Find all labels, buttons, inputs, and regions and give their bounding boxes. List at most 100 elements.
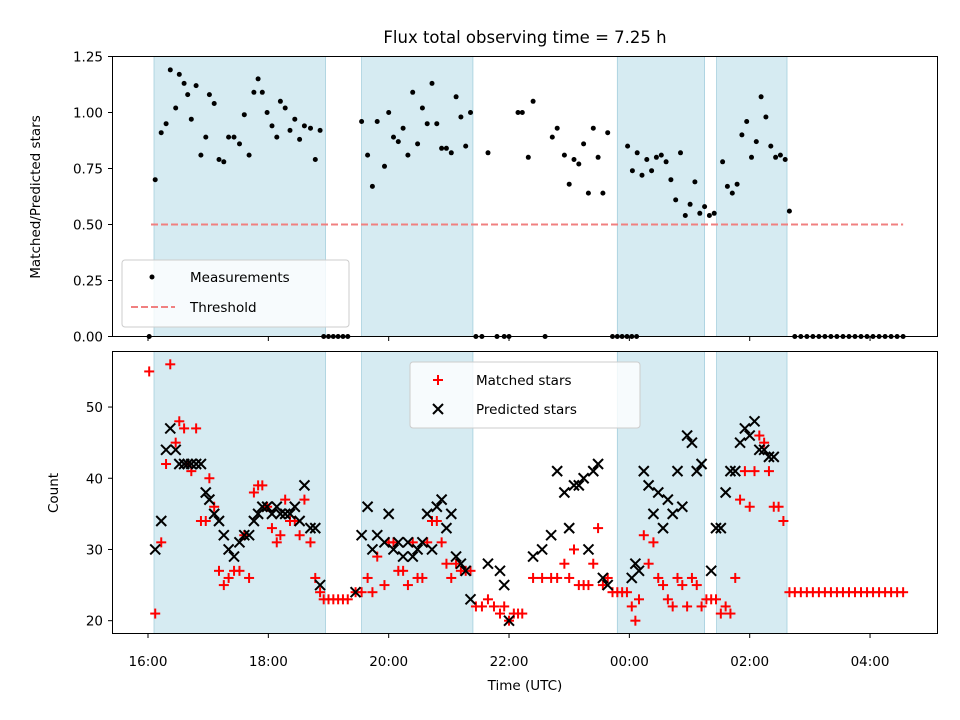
predicted-star-point bbox=[450, 550, 462, 563]
matched-star-point bbox=[638, 530, 649, 541]
predicted-star-point bbox=[222, 543, 235, 556]
predicted-star-point bbox=[498, 579, 510, 591]
x-tick-label: 02:00 bbox=[730, 654, 769, 670]
measurement-point bbox=[739, 132, 745, 138]
matched-star-point bbox=[441, 558, 452, 569]
predicted-star-point bbox=[256, 501, 269, 513]
legend-measurements-label: Measurements bbox=[190, 270, 290, 286]
measurement-point bbox=[439, 145, 445, 151]
matched-star-point bbox=[653, 572, 664, 583]
ratio-y-axis-label: Matched/Predicted stars bbox=[28, 115, 44, 278]
measurement-point bbox=[424, 121, 430, 127]
measurement-point bbox=[382, 163, 387, 169]
measurement-point bbox=[625, 143, 631, 149]
measurement-point bbox=[697, 210, 703, 216]
predicted-star-point bbox=[387, 543, 400, 556]
measurement-point bbox=[673, 197, 679, 203]
measurement-point bbox=[519, 110, 525, 115]
measurement-point bbox=[308, 125, 313, 131]
matched-star-point bbox=[174, 416, 185, 427]
measurement-point bbox=[292, 116, 298, 122]
predicted-star-point bbox=[662, 493, 674, 506]
measurement-point bbox=[581, 141, 587, 147]
predicted-star-point bbox=[652, 486, 664, 499]
predicted-star-point bbox=[638, 465, 650, 477]
measurement-point bbox=[274, 134, 280, 140]
count-y-tick-label: 20 bbox=[86, 614, 103, 630]
measurement-point bbox=[634, 150, 640, 156]
predicted-star-point bbox=[494, 565, 506, 577]
matched-star-point bbox=[165, 359, 176, 370]
count-y-axis-label: Count bbox=[46, 473, 62, 513]
measurement-point bbox=[173, 105, 179, 111]
matched-star-point bbox=[739, 466, 750, 477]
matched-star-point bbox=[621, 587, 632, 598]
measurement-point bbox=[312, 157, 318, 162]
predicted-star-point bbox=[536, 543, 548, 556]
measurement-point bbox=[590, 125, 596, 131]
matched-star-point bbox=[191, 423, 202, 434]
measurement-point bbox=[485, 150, 491, 156]
matched-star-point bbox=[379, 580, 390, 591]
matched-star-point bbox=[633, 594, 644, 605]
measurement-point bbox=[554, 125, 560, 131]
matched-star-point bbox=[305, 537, 316, 548]
measurement-point bbox=[246, 152, 252, 158]
predicted-star-point bbox=[724, 465, 737, 477]
predicted-star-point bbox=[748, 415, 761, 427]
matched-star-point bbox=[170, 437, 181, 448]
ratio-shaded-interval bbox=[716, 56, 788, 337]
matched-star-point bbox=[667, 601, 678, 612]
matched-star-point bbox=[488, 601, 499, 612]
predicted-star-point bbox=[435, 493, 448, 506]
predicted-star-point bbox=[739, 422, 751, 435]
matched-star-point bbox=[402, 580, 413, 591]
measurement-point bbox=[434, 121, 440, 127]
measurement-point bbox=[386, 110, 392, 115]
matched-star-point bbox=[482, 594, 493, 605]
measurement-point bbox=[605, 130, 611, 136]
predicted-star-point bbox=[455, 558, 467, 570]
x-tick-label: 00:00 bbox=[610, 654, 649, 670]
measurement-point bbox=[595, 154, 601, 160]
predicted-star-point bbox=[355, 529, 368, 541]
measurement-point bbox=[711, 210, 717, 216]
predicted-star-point bbox=[155, 515, 167, 527]
measurement-point bbox=[702, 204, 708, 210]
count-y-tick-label: 50 bbox=[86, 400, 103, 416]
matched-star-point bbox=[517, 608, 528, 619]
matched-star-point bbox=[161, 459, 172, 470]
ratio-y-tick-label: 0.25 bbox=[73, 274, 103, 290]
x-axis-label: Time (UTC) bbox=[487, 678, 563, 694]
measurement-point bbox=[152, 177, 158, 183]
matched-star-point bbox=[763, 466, 774, 477]
measurement-point bbox=[687, 201, 693, 207]
matched-star-point bbox=[686, 572, 697, 583]
ratio-y-tick-label: 1.25 bbox=[73, 50, 103, 66]
predicted-star-point bbox=[164, 422, 176, 435]
measurement-point bbox=[221, 159, 227, 165]
predicted-star-point bbox=[203, 493, 216, 506]
matched-star-point bbox=[691, 580, 702, 591]
predicted-star-point bbox=[459, 565, 472, 577]
predicted-star-point bbox=[289, 501, 301, 513]
count-panel: 20 30 40 50 16:00 18:00 20:00 22:00 00:00 02:00 0… bbox=[46, 351, 938, 694]
predicted-star-point bbox=[503, 614, 515, 627]
predicted-star-point bbox=[190, 458, 202, 470]
predicted-star-point bbox=[228, 550, 240, 563]
predicted-star-point bbox=[243, 529, 255, 541]
measurement-point bbox=[185, 92, 191, 98]
matched-star-point bbox=[773, 501, 784, 512]
measurement-point bbox=[158, 130, 164, 136]
measurement-point bbox=[198, 152, 204, 158]
measurement-point bbox=[188, 116, 194, 122]
matched-star-point bbox=[275, 530, 286, 541]
matched-star-point bbox=[749, 466, 760, 477]
measurement-point bbox=[682, 213, 688, 218]
measurement-point bbox=[167, 67, 173, 73]
matched-star-point bbox=[244, 572, 255, 583]
chart-title: Flux total observing time = 7.25 h bbox=[383, 28, 666, 47]
matched-star-point bbox=[725, 608, 736, 619]
predicted-star-point bbox=[592, 458, 604, 470]
predicted-star-point bbox=[298, 479, 311, 492]
